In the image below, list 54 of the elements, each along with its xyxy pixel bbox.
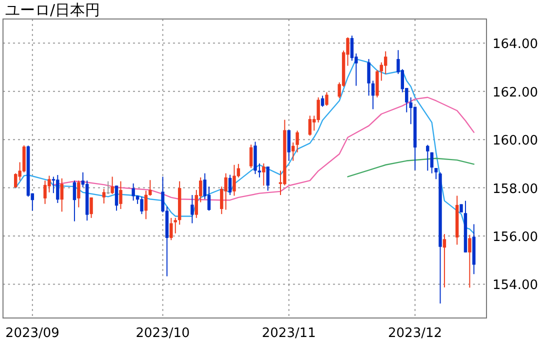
candlestick <box>232 164 236 196</box>
candlestick <box>140 196 144 215</box>
candlestick <box>119 180 122 210</box>
candlestick <box>430 152 434 174</box>
candlestick <box>308 115 312 136</box>
candlestick <box>426 144 430 172</box>
candlestick <box>468 234 472 288</box>
candlestick <box>325 92 328 106</box>
candlestick <box>320 95 324 108</box>
candlestick <box>384 50 388 74</box>
y-tick-label: 154.00 <box>492 278 538 294</box>
candlestick <box>266 166 270 192</box>
candlestick <box>132 182 135 202</box>
candlestick <box>56 174 60 204</box>
candlestick <box>148 180 152 196</box>
x-tick-label: 2023/11 <box>262 326 316 341</box>
x-tick-label: 2023/10 <box>136 326 190 341</box>
candlestick <box>258 162 262 178</box>
y-tick-label: 158.00 <box>492 182 538 197</box>
candlestick <box>434 168 438 180</box>
y-tick-label: 162.00 <box>492 85 538 100</box>
candlestick <box>316 96 320 123</box>
candlestick <box>170 217 173 241</box>
candlestick <box>43 180 47 204</box>
chart-title: ユーロ/日本円 <box>5 1 100 19</box>
candlestick <box>367 58 370 96</box>
y-tick-label: 160.00 <box>492 134 538 149</box>
candlestick <box>224 172 228 210</box>
candlestick <box>77 180 80 208</box>
candlestick <box>296 130 299 153</box>
candlestick <box>262 162 266 186</box>
candlestick <box>114 185 118 212</box>
x-tick-label: 2023/12 <box>388 326 442 341</box>
y-tick-label: 164.00 <box>492 37 538 52</box>
candlestick <box>72 180 76 222</box>
line-series <box>347 158 474 178</box>
candlestick <box>442 234 446 288</box>
candlestick <box>190 194 194 224</box>
candlestick <box>102 188 106 204</box>
candlestick <box>228 174 232 196</box>
candlestick <box>350 35 354 62</box>
candlestick <box>371 80 375 110</box>
candlestick <box>292 142 295 162</box>
line-series <box>15 58 474 234</box>
candlestick <box>60 178 64 212</box>
candlestick <box>90 196 93 218</box>
candlestick <box>14 172 18 188</box>
candlestick <box>110 176 114 195</box>
candlestick <box>249 144 253 169</box>
candlestick <box>174 217 177 234</box>
y-tick-label: 156.00 <box>492 230 538 246</box>
x-tick-label: 2023/09 <box>5 326 60 341</box>
candlestick <box>287 130 290 162</box>
candlestick <box>144 190 148 220</box>
